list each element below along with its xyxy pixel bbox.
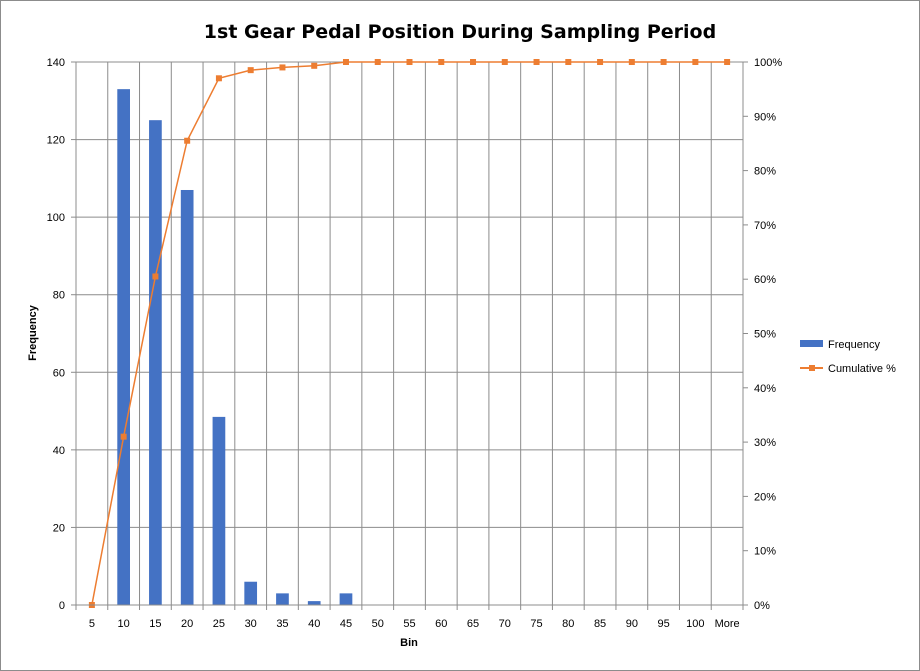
bar-series: [117, 89, 353, 605]
y-tick-label: 0: [59, 600, 65, 612]
y2-tick-label: 10%: [754, 546, 776, 558]
cumulative-point: [406, 59, 413, 65]
y2-tick-label: 0%: [754, 600, 770, 612]
cumulative-point: [692, 59, 699, 65]
cumulative-point: [184, 137, 191, 144]
y2-tick-label: 50%: [754, 329, 776, 341]
legend-label-cumulative: Cumulative %: [828, 363, 896, 375]
chart-title: 1st Gear Pedal Position During Sampling …: [204, 21, 716, 43]
x-tick-label: 50: [372, 618, 384, 630]
bar-frequency: [212, 416, 226, 605]
bar-frequency: [149, 120, 162, 605]
cumulative-point: [279, 64, 286, 71]
y-tick-label: 80: [53, 290, 65, 302]
cumulative-point: [660, 59, 667, 65]
cumulative-point: [374, 59, 381, 65]
x-tick-label: 95: [657, 618, 669, 630]
y-axis-title: Frequency: [27, 304, 39, 361]
x-tick-label: 100: [686, 618, 704, 630]
y2-tick-label: 30%: [754, 437, 776, 449]
cumulative-point: [597, 59, 604, 65]
axes: 0 20 40 60 80 100 120 140 0% 10% 20% 30% 40% 50% 60% 70…: [47, 57, 783, 630]
y2-tick-label: 100%: [754, 57, 782, 69]
y-tick-label: 100: [47, 212, 65, 224]
bar-frequency: [276, 593, 289, 605]
y-tick-label: 60: [53, 367, 65, 379]
bar-frequency: [117, 89, 130, 605]
x-tick-label: 15: [149, 618, 161, 630]
cumulative-point: [533, 59, 540, 65]
y2-tick-label: 60%: [754, 274, 776, 286]
x-axis-title: Bin: [400, 637, 418, 649]
cumulative-point: [565, 59, 572, 65]
y2-tick-label: 90%: [754, 111, 776, 123]
cumulative-point: [438, 59, 445, 65]
bar-frequency: [339, 593, 353, 605]
cumulative-point: [152, 273, 159, 280]
grid: [75, 61, 744, 610]
y-tick-label: 20: [53, 522, 65, 534]
x-tick-label: 40: [308, 618, 320, 630]
legend-label-frequency: Frequency: [828, 339, 880, 351]
x-tick-label: 60: [435, 618, 447, 630]
y-tick-label: 40: [53, 445, 65, 457]
x-tick-label: 20: [181, 618, 193, 630]
cumulative-point: [215, 75, 222, 82]
legend-swatch-frequency: [800, 340, 823, 347]
x-tick-label: 55: [403, 618, 415, 630]
y-tick-label: 120: [47, 135, 65, 147]
bar-frequency: [180, 189, 194, 605]
bar-frequency: [307, 601, 321, 605]
legend: Frequency Cumulative %: [800, 339, 896, 375]
cumulative-point: [120, 433, 127, 440]
bar-frequency: [244, 581, 258, 605]
cumulative-line-series: [88, 59, 731, 608]
cumulative-point: [628, 59, 635, 65]
legend-swatch-cumulative-marker: [809, 365, 815, 371]
x-tick-label: 85: [594, 618, 606, 630]
x-tick-label: 75: [530, 618, 542, 630]
x-tick-label: 25: [213, 618, 225, 630]
x-tick-label: 5: [89, 618, 95, 630]
x-tick-label: 80: [562, 618, 574, 630]
x-tick-label: 90: [626, 618, 638, 630]
x-tick-label: More: [715, 618, 740, 630]
y2-tick-label: 20%: [754, 491, 776, 503]
y2-tick-label: 40%: [754, 383, 776, 395]
cumulative-point: [470, 59, 477, 65]
x-tick-label: 10: [118, 618, 130, 630]
y-tick-label: 140: [47, 57, 65, 69]
cumulative-point: [501, 59, 508, 65]
cumulative-point: [724, 59, 731, 65]
y2-tick-label: 70%: [754, 220, 776, 232]
x-tick-label: 70: [499, 618, 511, 630]
x-tick-label: 35: [276, 618, 288, 630]
x-tick-label: 45: [340, 618, 352, 630]
x-tick-label: 30: [245, 618, 257, 630]
cumulative-point: [247, 67, 254, 74]
cumulative-point: [311, 62, 318, 69]
y2-tick-label: 80%: [754, 166, 776, 178]
x-tick-label: 65: [467, 618, 479, 630]
cumulative-point: [342, 59, 349, 65]
